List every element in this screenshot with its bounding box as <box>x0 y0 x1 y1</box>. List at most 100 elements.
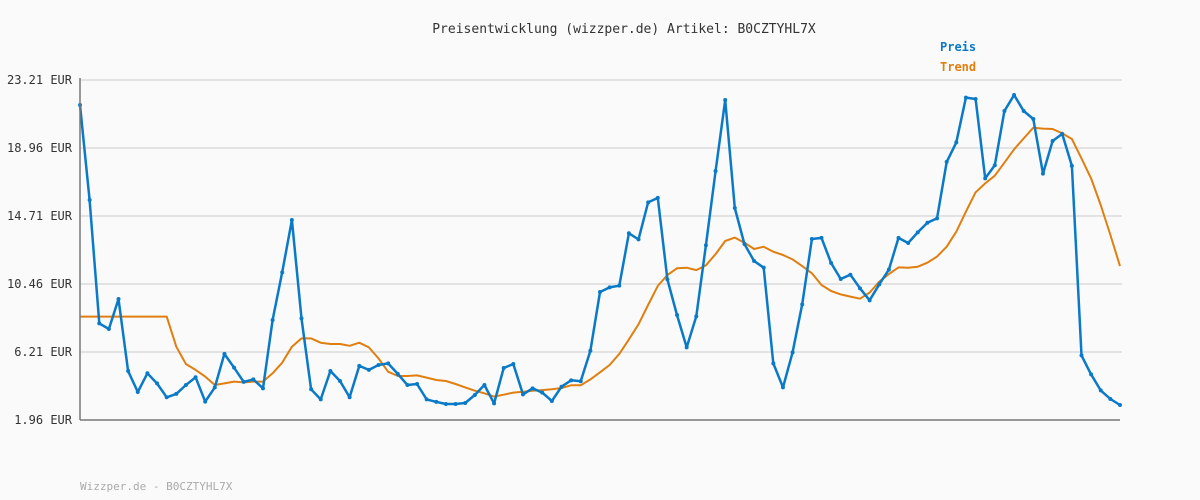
data-point <box>646 200 651 205</box>
data-point <box>1108 397 1113 402</box>
data-point <box>338 378 342 383</box>
data-point <box>790 350 795 355</box>
data-point <box>1069 163 1074 168</box>
series-trend <box>80 126 1121 398</box>
data-point <box>588 348 593 353</box>
data-point <box>665 277 670 282</box>
data-point <box>299 316 304 321</box>
data-point <box>395 371 400 376</box>
data-point <box>636 237 641 242</box>
data-point <box>1089 372 1094 377</box>
data-point <box>771 361 776 366</box>
data-point <box>415 382 420 386</box>
grid <box>80 79 1122 353</box>
y-tick-label: 18.96 EUR <box>7 141 73 155</box>
data-point <box>520 392 525 397</box>
y-tick-label: 1.96 EUR <box>14 413 73 427</box>
data-point <box>761 265 766 270</box>
data-point <box>655 195 660 200</box>
data-point <box>97 321 102 326</box>
data-point <box>838 277 843 282</box>
y-tick-label: 6.21 EUR <box>14 345 73 359</box>
data-point <box>906 241 911 246</box>
data-point <box>232 365 237 370</box>
data-point <box>742 242 747 246</box>
data-point <box>1098 388 1103 393</box>
data-point <box>598 290 602 294</box>
data-point <box>915 230 920 235</box>
y-tick-label: 14.71 EUR <box>7 209 73 223</box>
data-point <box>1118 402 1122 407</box>
data-point <box>443 402 448 406</box>
data-point <box>260 386 265 391</box>
data-point <box>174 391 179 396</box>
data-point <box>944 159 949 164</box>
data-point <box>289 218 294 222</box>
data-point <box>684 345 689 350</box>
data-point <box>983 176 988 181</box>
data-point <box>309 387 314 392</box>
y-tick-label: 10.46 EUR <box>7 277 73 291</box>
data-point <box>540 390 545 395</box>
data-point <box>482 382 487 387</box>
legend-item-trend: Trend <box>940 60 976 74</box>
data-point <box>463 401 468 406</box>
data-point <box>424 397 429 402</box>
data-point <box>434 399 439 404</box>
data-point <box>675 313 680 318</box>
data-point <box>1021 109 1026 114</box>
series-preis <box>78 93 1122 407</box>
data-point <box>713 169 718 174</box>
data-point <box>145 371 150 376</box>
data-point <box>347 395 352 400</box>
data-point <box>896 235 901 240</box>
data-point <box>809 237 814 242</box>
data-point <box>886 267 891 272</box>
y-axis-ticks: 1.96 EUR 6.21 EUR 10.46 EUR 14.71 EUR 18.96 … <box>7 73 73 427</box>
data-point <box>511 362 516 366</box>
data-point <box>453 402 458 406</box>
data-point <box>963 95 968 100</box>
data-point <box>925 220 930 225</box>
data-point <box>626 231 631 236</box>
data-point <box>954 140 959 145</box>
data-point <box>106 326 111 331</box>
data-point <box>251 377 256 382</box>
data-point <box>723 98 728 102</box>
data-point <box>1031 117 1036 122</box>
data-point <box>829 261 834 266</box>
data-point <box>780 385 785 390</box>
data-point <box>530 386 535 391</box>
data-point <box>155 381 160 386</box>
data-point <box>328 369 333 374</box>
chart-title: Preisentwicklung (wizzper.de) Artikel: B… <box>432 22 816 37</box>
data-point <box>193 375 198 380</box>
trend-line <box>80 126 1121 398</box>
data-point <box>800 302 805 307</box>
data-point <box>366 367 371 372</box>
data-point <box>549 398 554 403</box>
data-point <box>752 258 757 263</box>
data-point <box>376 362 381 367</box>
data-point <box>732 206 737 210</box>
data-point <box>318 397 323 402</box>
data-point <box>1060 131 1065 136</box>
data-point <box>135 390 140 394</box>
data-point <box>405 382 410 387</box>
data-point <box>280 270 285 275</box>
data-point <box>973 97 978 102</box>
data-point <box>357 363 362 368</box>
data-point <box>559 384 564 389</box>
data-point <box>578 379 583 384</box>
data-point <box>386 361 391 366</box>
data-point <box>501 366 506 370</box>
data-point <box>87 198 92 202</box>
legend-item-preis: Preis <box>940 40 976 54</box>
data-point <box>1040 171 1045 176</box>
data-point <box>472 393 477 398</box>
data-point <box>164 395 169 400</box>
footer-credit: Wizzper.de - B0CZTYHL7X <box>80 480 233 493</box>
data-point <box>222 351 227 356</box>
series-layer <box>78 93 1122 407</box>
